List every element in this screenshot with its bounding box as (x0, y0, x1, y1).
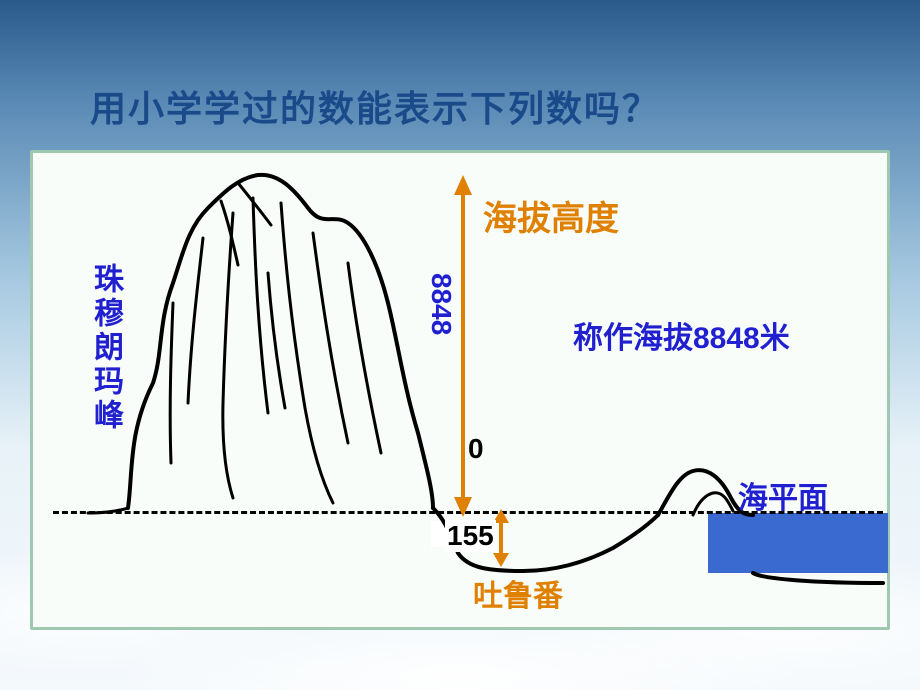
altitude-value-label: 8848 (425, 273, 457, 335)
turpan-label: 吐鲁番 (473, 571, 563, 615)
diagram-panel: 珠穆朗玛峰 海拔高度 8848 称作海拔8848米 0 155 吐鲁番 海平面 (30, 150, 890, 630)
mountain-outline (33, 153, 893, 633)
sea-8848-label: 称作海拔8848米 (573, 313, 790, 357)
zero-label: 0 (468, 433, 484, 465)
sea-level-label: 海平面 (738, 473, 828, 517)
page-title: 用小学学过的数能表示下列数吗？ (90, 80, 660, 132)
depth-value-label: 155 (445, 520, 496, 552)
everest-label: 珠穆朗玛峰 (83, 263, 127, 433)
altitude-title-label: 海拔高度 (483, 191, 619, 240)
